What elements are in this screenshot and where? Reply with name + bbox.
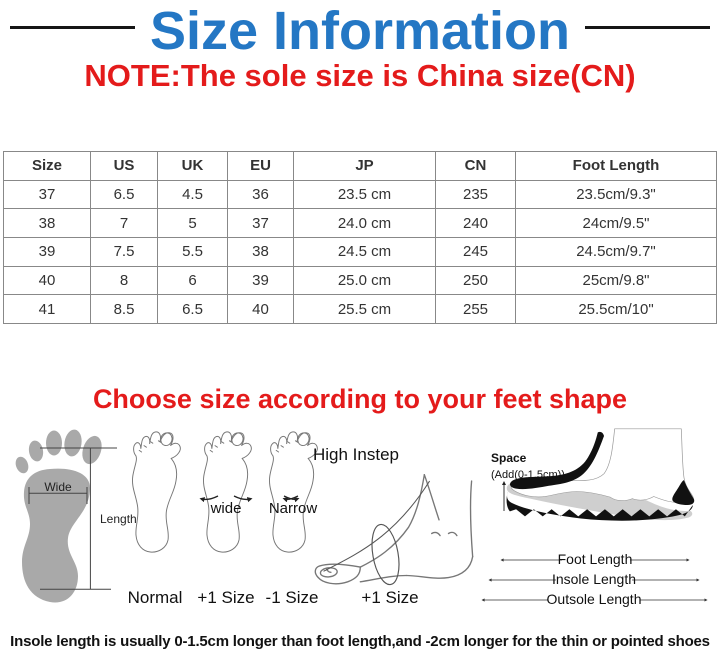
svg-text:Insole Length: Insole Length [552,571,636,587]
svg-text:Space: Space [491,451,527,465]
svg-text:High Instep: High Instep [313,445,399,464]
svg-text:wide: wide [210,500,242,517]
svg-text:Wide: Wide [44,480,72,494]
svg-text:+1 Size: +1 Size [197,588,254,607]
svg-text:Normal: Normal [128,588,183,607]
svg-text:Outsole Length: Outsole Length [547,591,642,607]
svg-text:Narrow: Narrow [269,500,318,517]
svg-text:Length: Length [100,512,137,526]
svg-text:(Add(0-1.5cm)): (Add(0-1.5cm)) [491,469,565,481]
svg-text:Foot Length: Foot Length [558,551,633,567]
svg-text:-1 Size: -1 Size [266,588,319,607]
svg-text:+1 Size: +1 Size [361,588,418,607]
